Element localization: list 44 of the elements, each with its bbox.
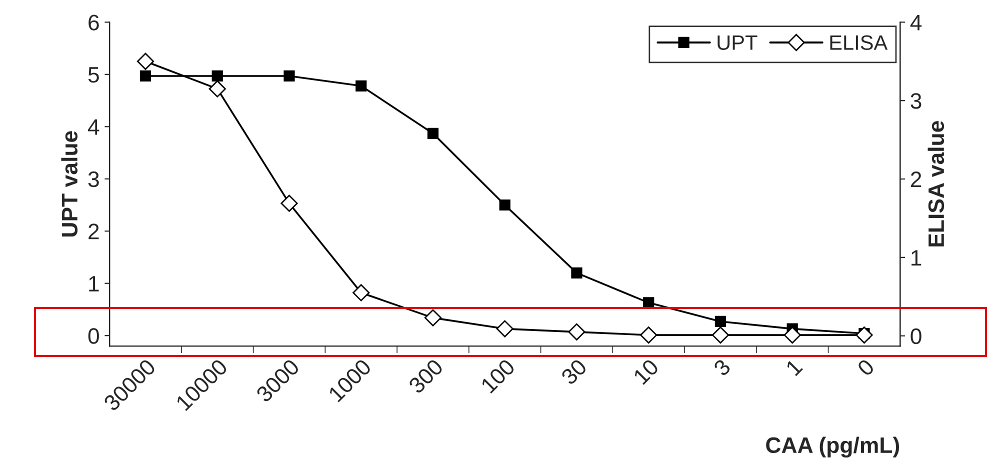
- x-tick-label: 1: [785, 358, 803, 376]
- y-tick-label: 0: [88, 328, 99, 344]
- y-tick-label: 5: [88, 67, 99, 83]
- legend-label: UPT: [718, 35, 758, 50]
- point: [140, 70, 152, 82]
- x-axis-title: CAA (pg/mL): [766, 436, 900, 458]
- x-tick-label: 3: [712, 358, 732, 377]
- y2-tick-label: 3: [910, 93, 922, 109]
- point: [424, 309, 442, 326]
- point: [280, 194, 298, 212]
- y-tick-label: 1: [89, 276, 99, 292]
- point: [284, 70, 295, 82]
- x-tick-label: 10: [632, 358, 660, 385]
- point: [643, 297, 654, 308]
- point: [856, 326, 873, 344]
- point: [712, 326, 730, 344]
- point: [208, 80, 226, 98]
- point: [784, 326, 801, 344]
- y-axis-title: UPT value: [61, 131, 78, 236]
- point: [568, 323, 586, 340]
- y2-axis-title: ELISA value: [928, 121, 944, 246]
- x-tick-label: 100: [480, 358, 516, 394]
- point: [352, 284, 370, 302]
- y2-tick-label: 2: [910, 172, 922, 188]
- point: [356, 80, 367, 92]
- legend-label: ELISA: [830, 35, 888, 50]
- point: [212, 70, 223, 82]
- x-tick-label: 300: [408, 358, 444, 394]
- y-tick-label: 2: [88, 224, 99, 240]
- point: [714, 316, 726, 328]
- y2-tick-label: 0: [910, 328, 922, 344]
- y-tick-label: 6: [88, 14, 99, 30]
- point: [499, 199, 510, 211]
- y2-tick-label: 4: [910, 14, 922, 30]
- point: [136, 52, 154, 70]
- point: [427, 128, 439, 139]
- x-tick-label: 0: [856, 358, 876, 377]
- y-tick-label: 3: [88, 171, 99, 188]
- point: [571, 267, 582, 278]
- x-tick-label: 30: [560, 358, 588, 386]
- point: [640, 326, 658, 344]
- point: [496, 320, 514, 338]
- y2-tick-label: 1: [912, 250, 922, 266]
- y-tick-label: 4: [88, 119, 100, 135]
